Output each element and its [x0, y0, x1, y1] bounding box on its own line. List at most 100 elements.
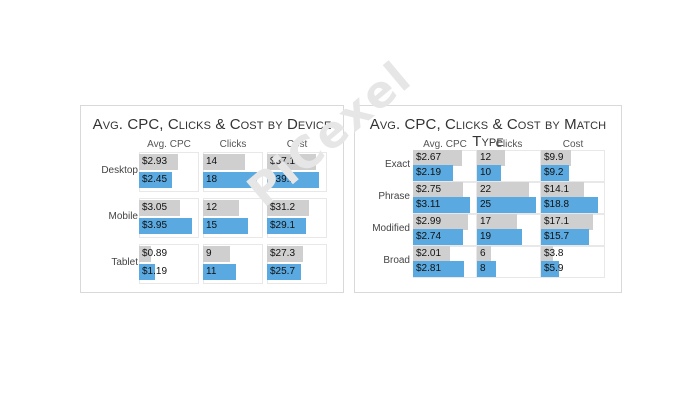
device-bar-label-prev-desktop-avg-cpc: $2.93 — [142, 156, 168, 167]
device-bar-label-prev-tablet-clicks: 9 — [206, 248, 212, 259]
match-row-label-exact: Exact — [384, 159, 410, 170]
match-bar-current-phrase-avg-cpc — [413, 197, 470, 213]
match-row-label-modified: Modified — [372, 223, 410, 234]
device-row-label-tablet: Tablet — [111, 257, 138, 268]
device-chart-card: Avg. CPC, Clicks & Cost by Device Avg. C… — [80, 105, 344, 293]
device-bar-current-desktop-avg-cpc — [139, 172, 172, 188]
match-bar-label-prev-modified-cost: $17.1 — [544, 216, 570, 227]
device-bar-prev-desktop-clicks — [203, 154, 245, 170]
device-bar-label-current-mobile-clicks: 15 — [206, 220, 218, 231]
match-bar-current-modified-clicks — [477, 229, 522, 245]
match-bar-current-exact-clicks — [477, 165, 501, 181]
match-bar-prev-exact-avg-cpc — [413, 150, 462, 166]
match-bar-label-current-phrase-clicks: 25 — [480, 199, 492, 210]
match-bar-label-current-modified-clicks: 19 — [480, 231, 492, 242]
match-type-chart-title: Avg. CPC, Clicks & Cost by Match Type — [369, 116, 607, 150]
device-bar-label-prev-tablet-avg-cpc: $0.89 — [142, 248, 168, 259]
device-bar-current-desktop-clicks — [203, 172, 257, 188]
match-type-chart-card: Avg. CPC, Clicks & Cost by Match Type Av… — [354, 105, 622, 293]
match-bar-label-current-broad-avg-cpc: $2.81 — [416, 263, 442, 274]
match-bar-label-prev-modified-clicks: 17 — [480, 216, 492, 227]
device-bar-label-current-tablet-cost: $25.7 — [270, 266, 296, 277]
device-bar-label-prev-mobile-cost: $31.2 — [270, 202, 296, 213]
device-bar-label-prev-mobile-avg-cpc: $3.05 — [142, 202, 168, 213]
match-bar-current-phrase-cost — [541, 197, 598, 213]
match-bar-prev-phrase-cost — [541, 182, 584, 198]
match-bar-label-prev-broad-cost: $3.8 — [544, 248, 564, 259]
device-bar-prev-mobile-clicks — [203, 200, 239, 216]
match-bar-label-prev-phrase-cost: $14.1 — [544, 184, 570, 195]
match-bar-prev-modified-avg-cpc — [413, 214, 468, 230]
match-bar-prev-broad-clicks — [477, 246, 491, 262]
match-bar-label-prev-exact-cost: $9.9 — [544, 152, 564, 163]
device-bar-current-tablet-cost — [267, 264, 301, 280]
device-bar-label-current-mobile-avg-cpc: $3.95 — [142, 220, 168, 231]
match-bar-prev-phrase-avg-cpc — [413, 182, 463, 198]
match-bar-label-current-modified-cost: $15.7 — [544, 231, 570, 242]
match-bar-prev-modified-cost — [541, 214, 593, 230]
device-bar-label-prev-desktop-cost: $37.1 — [270, 156, 296, 167]
match-bar-label-prev-broad-clicks: 6 — [480, 248, 486, 259]
match-bar-prev-modified-clicks — [477, 214, 517, 230]
match-bar-prev-exact-clicks — [477, 150, 505, 166]
device-bar-prev-desktop-avg-cpc — [139, 154, 178, 170]
device-bar-label-current-mobile-cost: $29.1 — [270, 220, 296, 231]
device-bar-prev-desktop-cost — [267, 154, 316, 170]
device-bar-label-current-tablet-clicks: 11 — [206, 266, 217, 277]
device-bar-prev-mobile-cost — [267, 200, 309, 216]
device-bar-label-current-desktop-cost: $39.2 — [270, 174, 296, 185]
match-bar-label-prev-phrase-clicks: 22 — [480, 184, 492, 195]
match-bar-current-modified-cost — [541, 229, 589, 245]
device-col-header-avg-cpc: Avg. CPC — [147, 139, 191, 150]
device-bar-label-current-desktop-clicks: 18 — [206, 174, 218, 185]
match-bar-label-current-phrase-cost: $18.8 — [544, 199, 570, 210]
match-bar-prev-broad-cost — [541, 246, 553, 262]
match-row-label-phrase: Phrase — [378, 191, 410, 202]
match-bar-label-current-exact-clicks: 10 — [480, 167, 492, 178]
device-bar-label-current-desktop-avg-cpc: $2.45 — [142, 174, 168, 185]
match-bar-label-current-exact-cost: $9.2 — [544, 167, 564, 178]
match-bar-label-current-broad-cost: $5.9 — [544, 263, 564, 274]
device-col-header-cost: Cost — [286, 139, 308, 150]
match-bar-current-exact-cost — [541, 165, 569, 181]
match-bar-label-current-modified-avg-cpc: $2.74 — [416, 231, 442, 242]
match-row-label-broad: Broad — [383, 255, 410, 266]
match-bar-prev-broad-avg-cpc — [413, 246, 450, 262]
device-row-label-desktop: Desktop — [101, 165, 138, 176]
device-bar-prev-tablet-avg-cpc — [139, 246, 151, 262]
match-bar-current-broad-cost — [541, 261, 559, 277]
match-bar-label-prev-broad-avg-cpc: $2.01 — [416, 248, 442, 259]
match-bar-label-prev-exact-clicks: 12 — [480, 152, 492, 163]
device-bar-current-tablet-clicks — [203, 264, 236, 280]
device-bar-label-prev-mobile-clicks: 12 — [206, 202, 218, 213]
device-bar-current-mobile-clicks — [203, 218, 248, 234]
device-row-label-mobile: Mobile — [108, 211, 138, 222]
device-bar-label-prev-tablet-cost: $27.3 — [270, 248, 296, 259]
match-bar-prev-phrase-clicks — [477, 182, 529, 198]
device-bar-current-tablet-avg-cpc — [139, 264, 155, 280]
match-bar-label-prev-phrase-avg-cpc: $2.75 — [416, 184, 442, 195]
device-bar-current-mobile-avg-cpc — [139, 218, 192, 234]
match-bar-current-modified-avg-cpc — [413, 229, 463, 245]
device-bar-prev-tablet-cost — [267, 246, 303, 262]
device-col-header-clicks: Clicks — [219, 139, 247, 150]
device-bar-prev-mobile-avg-cpc — [139, 200, 180, 216]
match-bar-current-broad-avg-cpc — [413, 261, 464, 277]
device-bar-prev-tablet-clicks — [203, 246, 230, 262]
match-bar-label-current-broad-clicks: 8 — [480, 263, 486, 274]
match-bar-current-broad-clicks — [477, 261, 496, 277]
match-col-header-avg-cpc: Avg. CPC — [423, 139, 467, 150]
device-bar-current-mobile-cost — [267, 218, 306, 234]
match-bar-label-current-phrase-avg-cpc: $3.11 — [416, 199, 441, 210]
device-bar-current-desktop-cost — [267, 172, 319, 188]
match-col-header-clicks: Clicks — [495, 139, 523, 150]
device-bar-label-prev-desktop-clicks: 14 — [206, 156, 218, 167]
device-bar-label-current-tablet-avg-cpc: $1.19 — [142, 266, 168, 277]
match-col-header-cost: Cost — [562, 139, 584, 150]
match-bar-label-prev-modified-avg-cpc: $2.99 — [416, 216, 442, 227]
match-bar-current-exact-avg-cpc — [413, 165, 453, 181]
device-chart-title: Avg. CPC, Clicks & Cost by Device — [92, 116, 332, 133]
match-bar-current-phrase-clicks — [477, 197, 536, 213]
match-bar-prev-exact-cost — [541, 150, 571, 166]
match-bar-label-prev-exact-avg-cpc: $2.67 — [416, 152, 442, 163]
